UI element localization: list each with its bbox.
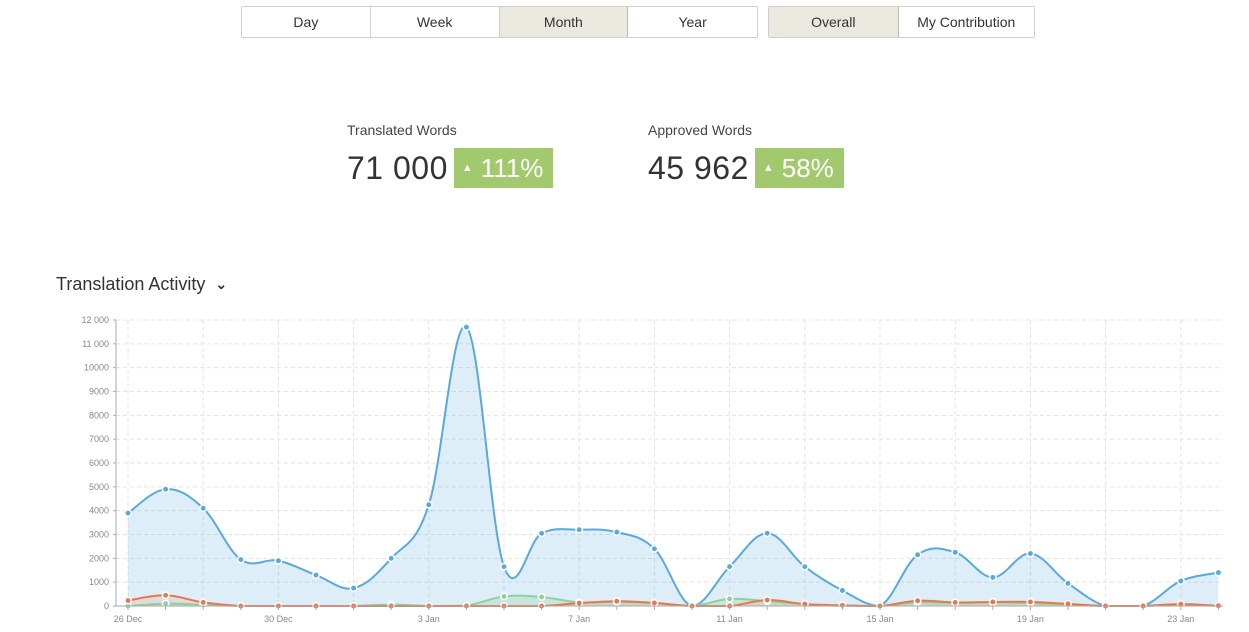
up-arrow-icon: ▲: [762, 162, 774, 174]
y-tick-label: 5000: [89, 482, 109, 492]
data-point: [500, 592, 508, 601]
data-point: [913, 550, 922, 559]
data-point: [725, 562, 734, 571]
y-tick-label: 6000: [89, 458, 109, 468]
scope-selector: Overall My Contribution: [768, 6, 1035, 38]
y-tick-label: 12 000: [81, 315, 109, 325]
data-point: [236, 555, 245, 564]
y-tick-label: 9000: [89, 387, 109, 397]
tab-week[interactable]: Week: [370, 7, 500, 37]
data-point: [424, 500, 433, 509]
data-point: [124, 596, 132, 605]
data-point: [1026, 597, 1035, 606]
data-point: [124, 509, 132, 517]
tab-month[interactable]: Month: [499, 7, 629, 37]
data-point: [988, 573, 997, 582]
tab-year[interactable]: Year: [628, 7, 757, 37]
y-tick-label: 10000: [84, 363, 109, 373]
data-point: [575, 525, 584, 534]
data-point: [650, 598, 659, 607]
y-tick-label: 1000: [89, 577, 109, 587]
x-tick-label: 7 Jan: [568, 614, 590, 624]
chart-lines: [127, 325, 1219, 608]
data-point: [913, 596, 922, 605]
data-point: [650, 544, 659, 553]
data-point: [612, 528, 621, 537]
data-point: [800, 562, 809, 571]
x-tick-label: 3 Jan: [418, 614, 440, 624]
series-line-0: [127, 325, 1219, 608]
chevron-down-icon: ⌄: [215, 276, 228, 292]
translated-words-label: Translated Words: [347, 122, 457, 138]
tab-day[interactable]: Day: [242, 7, 371, 37]
series-area-0: [128, 326, 1219, 606]
data-point: [951, 598, 960, 607]
approved-change-badge: ▲ 58%: [754, 148, 844, 188]
approved-change-value: 58%: [781, 152, 834, 183]
data-point: [199, 504, 208, 513]
x-tick-label: 26 Dec: [114, 614, 143, 624]
chart-title: Translation Activity: [56, 274, 206, 294]
data-point: [500, 562, 508, 571]
data-point: [951, 548, 960, 557]
data-point: [462, 323, 471, 332]
translated-words-stat: Translated Words 71 000 ▲ 111%: [347, 122, 554, 188]
y-tick-label: 4000: [89, 506, 109, 516]
translated-words-value: 71 000: [347, 149, 448, 186]
chart-axes: 0 1000 2000 3000 4000 5000 6000 7000 8000 9000 100…: [81, 315, 1223, 624]
data-point: [988, 597, 997, 606]
y-tick-label: 0: [104, 601, 109, 611]
tab-overall[interactable]: Overall: [769, 7, 899, 37]
data-point: [161, 591, 170, 600]
data-point: [387, 554, 396, 563]
translated-change-value: 111%: [480, 152, 544, 183]
tab-my-contribution[interactable]: My Contribution: [898, 7, 1034, 37]
data-point: [838, 586, 847, 595]
data-point: [725, 594, 734, 603]
x-tick-label: 19 Jan: [1017, 614, 1044, 624]
approved-words-label: Approved Words: [648, 122, 753, 138]
approved-words-stat: Approved Words 45 962 ▲ 58%: [648, 122, 844, 188]
data-point: [1064, 579, 1072, 588]
y-tick-label: 2000: [89, 553, 109, 563]
data-point: [537, 592, 546, 601]
data-point: [763, 596, 772, 604]
data-point: [1176, 577, 1185, 585]
data-point: [312, 571, 320, 579]
period-selector: Day Week Month Year: [241, 6, 758, 38]
data-point: [161, 485, 170, 494]
x-tick-label: 23 Jan: [1167, 614, 1194, 624]
x-tick-label: 11 Jan: [716, 614, 742, 624]
x-tick-label: 30 Dec: [264, 614, 293, 624]
y-tick-label: 7000: [89, 434, 109, 444]
data-point: [349, 584, 358, 593]
data-point: [763, 529, 772, 538]
y-tick-label: 8000: [89, 410, 109, 420]
data-point: [575, 599, 584, 608]
data-point: [274, 556, 283, 565]
data-point: [612, 597, 621, 606]
chart-title-dropdown[interactable]: Translation Activity ⌄: [56, 274, 227, 295]
data-point: [1214, 568, 1223, 577]
y-tick-label: 3000: [89, 530, 109, 540]
up-arrow-icon: ▲: [461, 162, 473, 174]
data-point: [537, 529, 546, 538]
translated-change-badge: ▲ 111%: [453, 148, 554, 188]
approved-words-value: 45 962: [648, 149, 749, 186]
y-tick-label: 11 000: [82, 339, 109, 349]
data-point: [1026, 549, 1035, 558]
x-tick-label: 15 Jan: [866, 614, 893, 624]
data-point: [199, 598, 208, 607]
